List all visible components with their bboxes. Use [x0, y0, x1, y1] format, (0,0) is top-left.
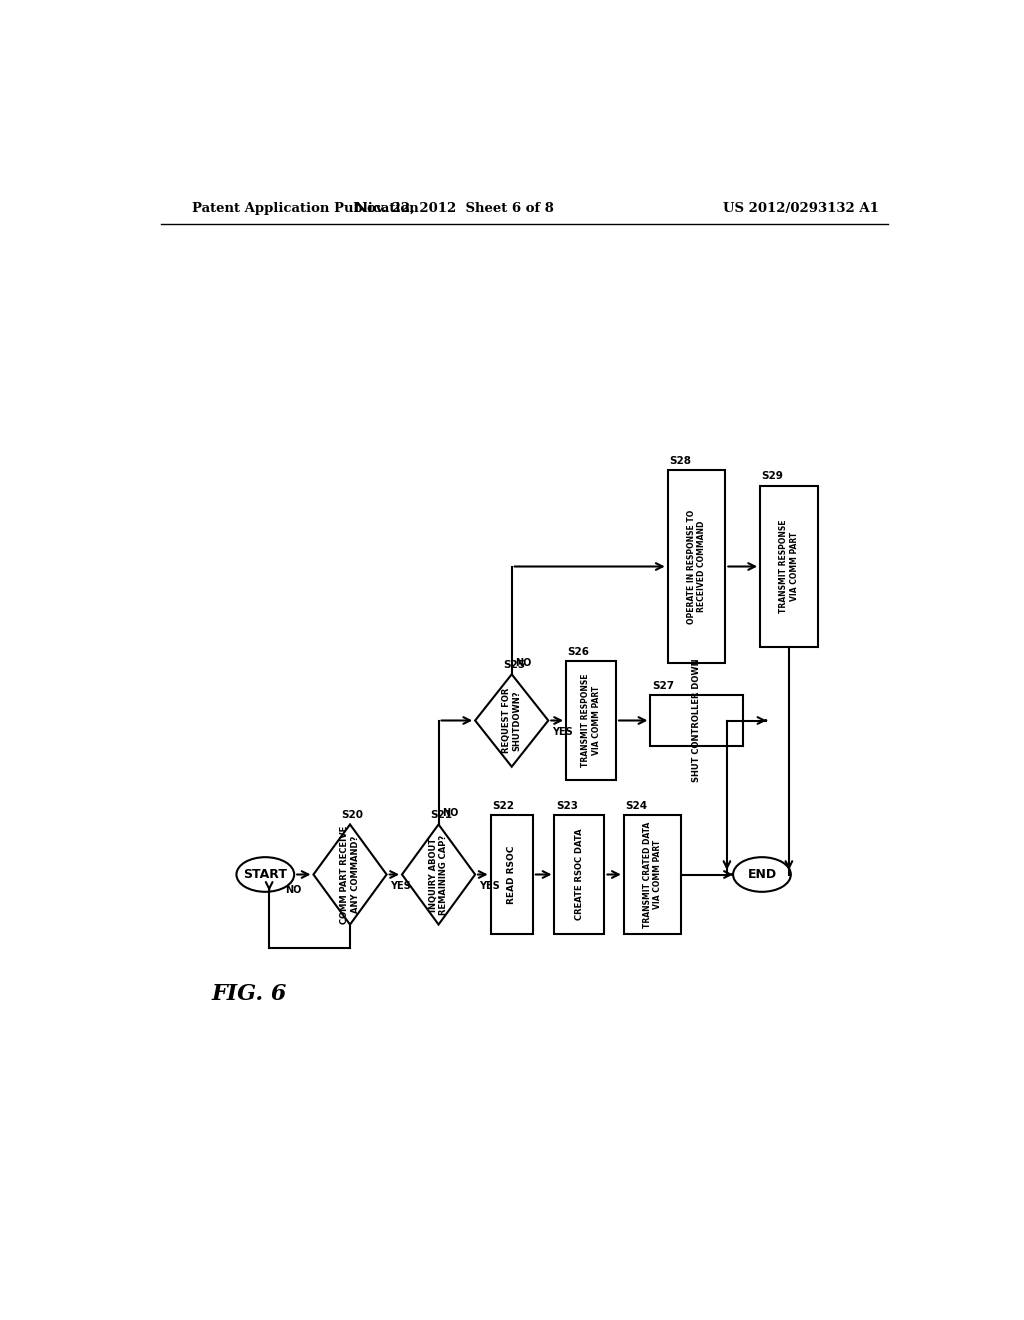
Text: S22: S22 — [493, 801, 514, 810]
Bar — [624, 814, 682, 935]
Text: S24: S24 — [626, 801, 647, 810]
Bar — [650, 696, 742, 746]
Text: NO: NO — [515, 657, 531, 668]
Bar — [668, 470, 725, 663]
Text: S23: S23 — [556, 801, 578, 810]
Text: END: END — [748, 869, 776, 880]
Text: COMM PART RECEIVE
ANY COMMAND?: COMM PART RECEIVE ANY COMMAND? — [340, 825, 359, 924]
Text: YES: YES — [390, 880, 412, 891]
Text: Nov. 22, 2012  Sheet 6 of 8: Nov. 22, 2012 Sheet 6 of 8 — [354, 202, 553, 215]
Text: NO: NO — [286, 884, 302, 895]
Text: S20: S20 — [341, 810, 364, 820]
Text: START: START — [244, 869, 288, 880]
Text: TRANSMIT RESPONSE
VIA COMM PART: TRANSMIT RESPONSE VIA COMM PART — [582, 673, 601, 767]
Bar — [760, 486, 818, 647]
Text: READ RSOC: READ RSOC — [507, 845, 516, 904]
Text: Patent Application Publication: Patent Application Publication — [193, 202, 419, 215]
Text: S29: S29 — [762, 471, 783, 482]
Text: CREATE RSOC DATA: CREATE RSOC DATA — [574, 829, 584, 920]
Bar — [490, 814, 532, 935]
Text: S25: S25 — [503, 660, 525, 671]
Text: US 2012/0293132 A1: US 2012/0293132 A1 — [723, 202, 879, 215]
Text: SHUT CONTROLLER DOWN: SHUT CONTROLLER DOWN — [692, 659, 701, 783]
Text: TRANSMIT CRATED DATA
VIA COMM PART: TRANSMIT CRATED DATA VIA COMM PART — [643, 821, 663, 928]
Text: NO: NO — [442, 808, 459, 818]
Text: S26: S26 — [567, 647, 590, 656]
Text: REQUEST FOR
SHUTDOWN?: REQUEST FOR SHUTDOWN? — [502, 688, 521, 754]
Text: S27: S27 — [652, 681, 674, 692]
Text: YES: YES — [479, 880, 500, 891]
Text: TRANSMIT RESPONSE
VIA COMM PART: TRANSMIT RESPONSE VIA COMM PART — [779, 520, 799, 614]
Text: S21: S21 — [430, 810, 452, 820]
Bar — [566, 661, 616, 780]
Bar — [554, 814, 604, 935]
Text: FIG. 6: FIG. 6 — [211, 983, 287, 1005]
Text: OPERATE IN RESPONSE TO
RECEIVED COMMAND: OPERATE IN RESPONSE TO RECEIVED COMMAND — [687, 510, 707, 623]
Text: YES: YES — [552, 727, 572, 737]
Text: INQUIRY ABOUT
REMAINING CAP?: INQUIRY ABOUT REMAINING CAP? — [429, 834, 449, 915]
Text: S28: S28 — [669, 455, 691, 466]
